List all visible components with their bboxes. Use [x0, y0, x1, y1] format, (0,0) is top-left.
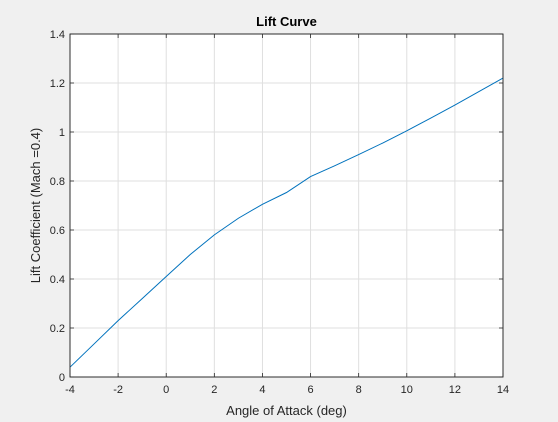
x-tick-label: 8: [356, 384, 362, 396]
axes-border: [69, 33, 504, 378]
series-layer: [69, 77, 504, 368]
x-tick-label: 2: [211, 384, 217, 396]
y-tick-label: 1.2: [50, 78, 65, 90]
y-tick-label: 0.8: [50, 176, 65, 188]
x-tick-label: 12: [449, 384, 461, 396]
grid: [70, 34, 503, 377]
ticks: [69, 33, 504, 378]
y-tick-label: 0.2: [50, 323, 65, 335]
tick-labels: -4 -2 0 2 4 6 8 10 12 14 0 0.2 0.4 0.6 0.8 1 1.2 1.4: [50, 29, 509, 396]
chart-title: Lift Curve: [256, 14, 317, 29]
series-line: [69, 77, 504, 368]
plot-area: [69, 33, 504, 378]
x-tick-label: -2: [113, 384, 123, 396]
x-tick-label: 6: [307, 384, 313, 396]
x-tick-label: 10: [401, 384, 413, 396]
y-tick-label: 1: [59, 127, 65, 139]
y-tick-label: 0: [59, 372, 65, 384]
y-tick-label: 0.6: [50, 225, 65, 237]
x-tick-label: 14: [497, 384, 509, 396]
y-tick-label: 1.4: [50, 29, 65, 41]
x-tick-label: 4: [259, 384, 265, 396]
y-tick-label: 0.4: [50, 274, 65, 286]
x-tick-label: -4: [65, 384, 75, 396]
x-axis-label: Angle of Attack (deg): [226, 403, 347, 418]
x-tick-label: 0: [163, 384, 169, 396]
y-axis-label: Lift Coefficient (Mach =0.4): [28, 128, 43, 283]
